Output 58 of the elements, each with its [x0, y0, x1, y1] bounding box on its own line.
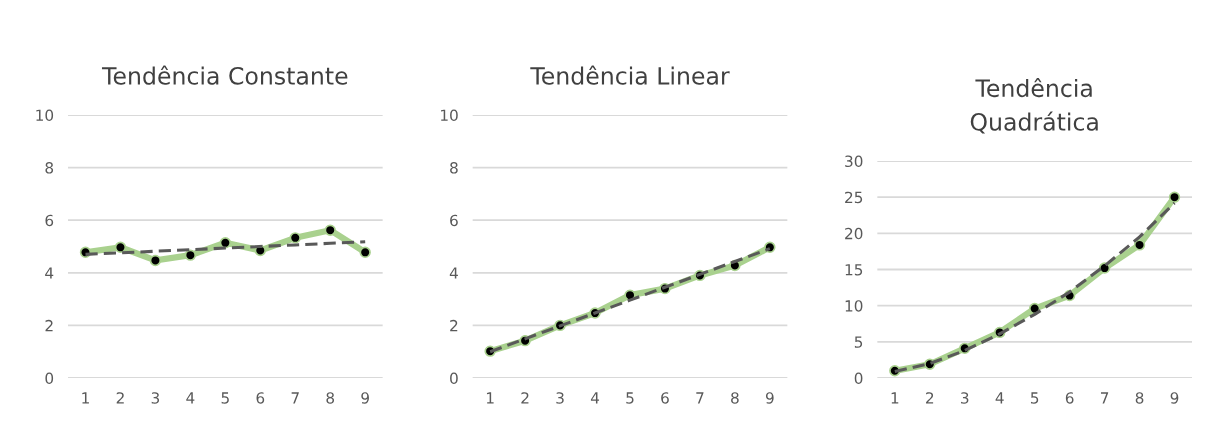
- chart-title: Tendência Constante: [101, 65, 348, 85]
- y-tick-label: 25: [845, 191, 863, 204]
- x-tick-label: 1: [486, 392, 494, 404]
- x-tick-label: 6: [1065, 392, 1074, 404]
- y-tick-label: 4: [449, 267, 458, 279]
- x-tick-label: 4: [186, 392, 195, 404]
- y-tick-label: 8: [45, 162, 54, 174]
- x-tick-label: 4: [995, 392, 1004, 404]
- x-tick-label: 8: [326, 392, 335, 404]
- point: [114, 241, 127, 253]
- x-tick-label: 3: [961, 392, 969, 404]
- x-tick-label: 8: [1135, 392, 1144, 404]
- point: [359, 246, 371, 258]
- y-tick-label: 6: [450, 214, 458, 227]
- chart-title: Tendência Linear: [530, 65, 730, 85]
- point: [289, 232, 301, 244]
- y-tick-label: 0: [450, 372, 458, 385]
- y-tick-label: 10: [36, 109, 54, 122]
- point: [184, 249, 197, 261]
- x-tick-label: 5: [221, 392, 229, 404]
- x-tick-label: 8: [731, 392, 739, 404]
- point: [1168, 191, 1181, 203]
- y-tick-label: 0: [45, 372, 54, 385]
- x-tick-label: 2: [116, 392, 124, 404]
- x-tick-label: 3: [556, 392, 564, 404]
- x-tick-label: 4: [590, 392, 600, 404]
- x-tick-label: 3: [151, 392, 160, 404]
- y-tick-label: 2: [450, 319, 458, 332]
- x-tick-label: 7: [291, 392, 299, 404]
- y-tick-label: 4: [45, 267, 54, 279]
- y-tick-label: 5: [854, 336, 863, 348]
- x-tick-label: 2: [521, 392, 529, 404]
- x-tick-label: 7: [1100, 392, 1109, 404]
- y-tick-label: 10: [845, 300, 863, 312]
- x-tick-label: 9: [765, 392, 774, 404]
- x-tick-label: 6: [661, 392, 669, 404]
- y-tick-label: 20: [845, 227, 863, 240]
- x-tick-label: 5: [1030, 392, 1039, 404]
- y-tick-label: 10: [441, 109, 458, 122]
- point: [149, 254, 162, 267]
- x-tick-label: 5: [626, 392, 634, 404]
- point: [219, 237, 232, 249]
- x-tick-label: 1: [82, 392, 89, 404]
- x-tick-label: 9: [1170, 392, 1179, 404]
- x-tick-label: 9: [361, 392, 369, 404]
- y-tick-label: 6: [45, 214, 54, 227]
- x-tick-label: 1: [891, 392, 899, 404]
- y-tick-label: 30: [845, 155, 863, 168]
- point: [1133, 239, 1146, 251]
- x-tick-label: 2: [926, 392, 934, 404]
- point: [324, 224, 336, 236]
- chart-title: Tendência Quadrática: [970, 77, 1098, 134]
- x-tick-label: 6: [256, 392, 265, 404]
- y-tick-label: 8: [450, 162, 458, 174]
- y-tick-label: 15: [845, 264, 863, 276]
- x-tick-label: 7: [696, 392, 704, 404]
- y-tick-label: 0: [854, 372, 863, 385]
- y-tick-label: 2: [45, 319, 53, 332]
